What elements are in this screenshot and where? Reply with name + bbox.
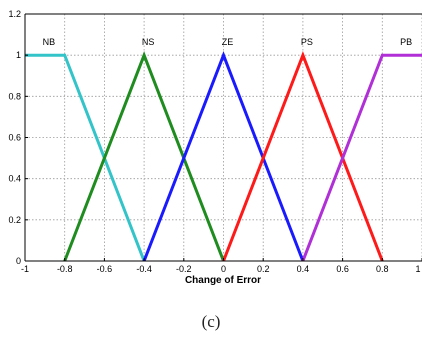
y-tick-label: 0.6 bbox=[8, 133, 21, 143]
x-tick-label: 0.8 bbox=[376, 264, 389, 274]
x-tick-label: 0.2 bbox=[257, 264, 270, 274]
series-line-ze bbox=[142, 51, 305, 262]
x-tick-label: -1 bbox=[21, 264, 29, 274]
x-tick-label: -0.8 bbox=[57, 264, 73, 274]
series-line-ps bbox=[222, 51, 384, 262]
x-tick-label: 0.4 bbox=[297, 264, 310, 274]
series-line-pb bbox=[301, 53, 422, 262]
mf-label-ze: ZE bbox=[222, 37, 234, 47]
mf-label-ps: PS bbox=[301, 37, 313, 47]
y-tick-label: 1 bbox=[16, 50, 21, 60]
x-tick-labels: -1 -0.8 -0.6 -0.4 -0.2 0 0.2 0.4 0.6 0.8 1 bbox=[21, 258, 422, 274]
mf-labels: NB NS ZE PS PB bbox=[43, 37, 413, 47]
y-tick-label: 1.2 bbox=[8, 9, 21, 19]
y-tick-label: 0.2 bbox=[8, 215, 21, 225]
figure-caption: (c) bbox=[201, 312, 221, 331]
x-tick-label: 0.6 bbox=[336, 264, 349, 274]
mf-label-ns: NS bbox=[142, 37, 155, 47]
y-tick-labels: 0 0.2 0.4 0.6 0.8 1 1.2 bbox=[8, 9, 28, 266]
x-tick-label: -0.6 bbox=[97, 264, 113, 274]
x-tick-label: 0 bbox=[221, 264, 226, 274]
x-tick-label: -0.4 bbox=[136, 264, 152, 274]
series-line-ns bbox=[63, 51, 225, 262]
x-tick-label: -0.2 bbox=[176, 264, 192, 274]
mf-label-pb: PB bbox=[400, 37, 412, 47]
y-tick-label: 0.8 bbox=[8, 91, 21, 101]
series-group bbox=[25, 51, 422, 262]
x-tick-label: 1 bbox=[415, 264, 420, 274]
series-line-nb bbox=[25, 53, 146, 262]
mf-label-nb: NB bbox=[43, 37, 56, 47]
y-tick-label: 0.4 bbox=[8, 174, 21, 184]
y-tick-label: 0 bbox=[16, 256, 21, 266]
x-axis-label: Change of Error bbox=[185, 275, 261, 286]
